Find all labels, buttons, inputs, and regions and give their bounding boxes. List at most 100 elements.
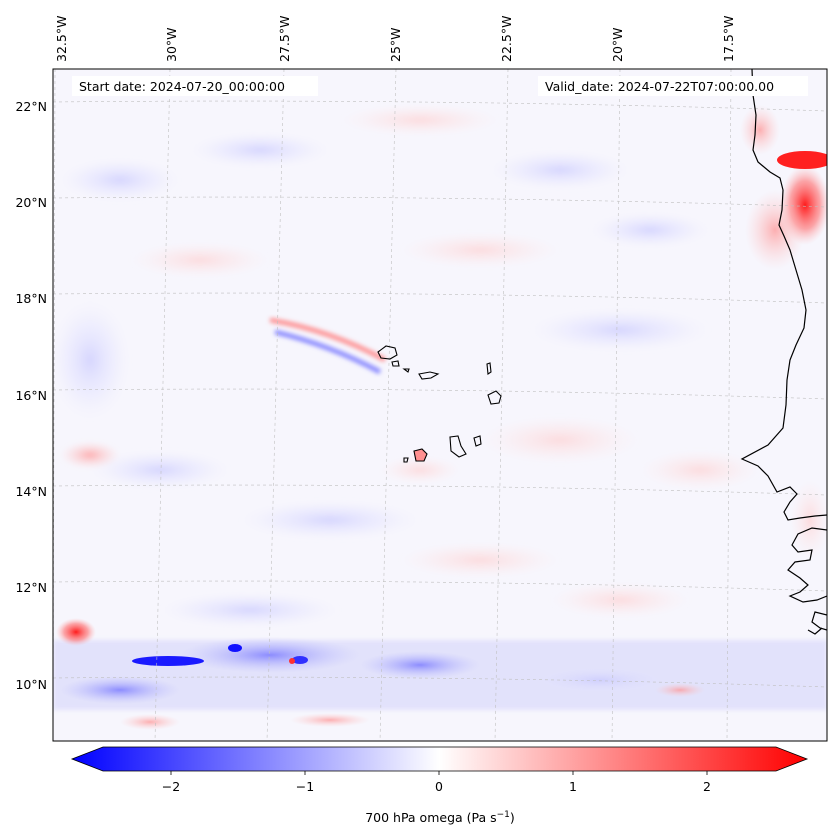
lat-label: 12°N [15, 580, 47, 595]
cape-verde-islands [377, 345, 502, 463]
parallel-16N [53, 388, 827, 400]
field-patch [550, 582, 690, 618]
meridian-22.5W [494, 69, 509, 741]
latitude-labels: 22°N 20°N 18°N 16°N 14°N 12°N 10°N [15, 99, 47, 692]
colorbar-ticks [170, 771, 708, 775]
lon-label: 22.5°W [499, 16, 514, 62]
lat-label: 14°N [15, 484, 47, 499]
lon-label: 25°W [388, 27, 403, 62]
map-panel [53, 69, 827, 741]
island-santo-antao [377, 345, 398, 360]
lon-label: 27.5°W [277, 16, 292, 62]
field-patch [530, 308, 710, 352]
island-boa-vista [487, 390, 502, 405]
lon-label: 20°W [610, 27, 625, 62]
parallel-22N [53, 100, 827, 112]
meridian-20W [611, 69, 621, 741]
meridian-30W [154, 69, 171, 741]
field-patch [53, 300, 130, 420]
lee-wave-blue [274, 329, 382, 375]
lat-label: 10°N [15, 677, 47, 692]
itcz-core [180, 637, 360, 673]
itcz-streak [132, 656, 204, 666]
island-sao-nicolau [418, 371, 440, 380]
itcz-spot [228, 644, 242, 652]
cb-tick-label: 2 [703, 779, 711, 794]
anomaly-negative-itcz-streak [53, 637, 827, 730]
field-patch [490, 150, 630, 190]
island-sal [486, 362, 492, 375]
coast-red-band [777, 151, 827, 169]
lon-label: 32.5°W [54, 16, 69, 62]
field-patch [130, 242, 270, 278]
lat-label: 20°N [15, 195, 47, 210]
parallel-20N [53, 196, 827, 208]
itcz-spot [292, 656, 308, 664]
colorbar-tick-labels: −2 −1 0 1 2 [162, 779, 711, 794]
field-patch [400, 542, 560, 578]
omega-field-texture [53, 104, 760, 628]
lon-label: 30°W [164, 27, 179, 62]
island-santiago [449, 435, 467, 458]
valid-date-box [538, 76, 808, 96]
parallel-14N [53, 484, 827, 496]
valid-date-label: Valid_date: 2024-07-22T07:00:00.00 [545, 79, 774, 94]
map-frame [52, 68, 828, 742]
colorbar: −2 −1 0 1 2 700 hPa omega (Pa s−1) [70, 746, 809, 825]
itcz-core [360, 651, 480, 679]
meridian-27.5W [266, 69, 285, 741]
lon-label: 17.5°W [721, 16, 736, 62]
field-patch [240, 500, 420, 540]
parallel-18N [53, 292, 827, 304]
itcz-pink [290, 713, 370, 727]
map-background [53, 69, 827, 741]
field-patch [400, 232, 560, 268]
parallel-10N [53, 676, 827, 688]
island-brava [403, 457, 409, 463]
field-patch [60, 158, 180, 202]
colorbar-label-superscript: −1 [497, 810, 510, 820]
colorbar-label: 700 hPa omega (Pa s−1) [365, 810, 515, 825]
graticule [53, 69, 827, 741]
field-patch [340, 104, 500, 136]
colorbar-label-main: 700 hPa omega (Pa s [365, 810, 496, 825]
island-maio [473, 435, 482, 447]
itcz-core [60, 676, 180, 704]
lee-wave-red [269, 317, 387, 363]
coast-pink [790, 480, 827, 560]
field-patch [590, 212, 710, 248]
anomaly-positive-southwest [56, 618, 96, 646]
coast-red-spread [745, 190, 805, 270]
meridian-17.5W [726, 69, 732, 741]
parallel-12N [53, 580, 827, 592]
field-patch [640, 450, 760, 490]
lat-label: 18°N [15, 291, 47, 306]
field-patch [480, 416, 640, 464]
lat-label: 22°N [15, 99, 47, 114]
island-fogo [413, 448, 428, 462]
cb-tick-label: −1 [296, 779, 314, 794]
cb-tick-label: 1 [569, 779, 577, 794]
coastline-west-africa [740, 69, 827, 635]
island-santa-luzia [402, 368, 410, 373]
itcz-pink [655, 683, 705, 697]
cb-tick-label: 0 [435, 779, 443, 794]
field-patch [190, 132, 330, 168]
start-date-label: Start date: 2024-07-20_00:00:00 [79, 79, 285, 94]
field-patch [60, 441, 120, 469]
island-sao-vicente [391, 360, 400, 367]
field-patch [90, 450, 230, 490]
itcz-pink [120, 714, 180, 730]
itcz-red-spot [289, 658, 295, 664]
start-date-box [72, 76, 318, 96]
cb-tick-label: −2 [162, 779, 180, 794]
colorbar-label-close: ) [510, 810, 515, 825]
meridian-25W [379, 69, 397, 741]
longitude-labels: 32.5°W 30°W 27.5°W 25°W 22.5°W 20°W 17.5… [54, 16, 736, 62]
field-patch [160, 592, 340, 628]
lee-wave-streaks [269, 317, 387, 375]
colorbar-bar [70, 746, 809, 772]
coast-pink [740, 105, 780, 155]
field-patch [380, 456, 460, 484]
